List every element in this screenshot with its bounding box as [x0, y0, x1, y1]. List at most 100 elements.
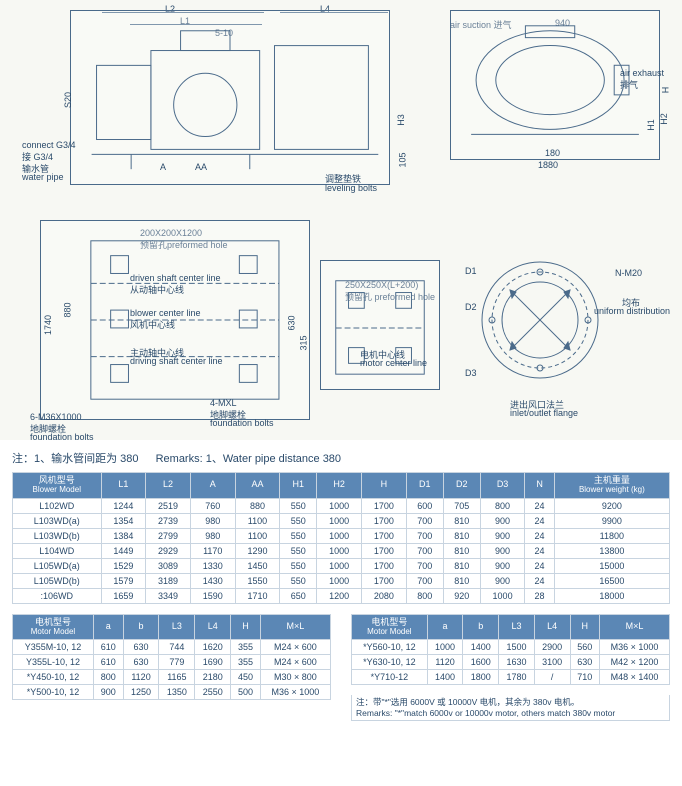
table-cell: 810: [443, 543, 480, 558]
table-cell: 1780: [499, 670, 535, 685]
table-cell: M36 × 1000: [260, 685, 330, 700]
blower-table: 风机型号Blower ModelL1L2AAAH1H2HD1D2D3N主机重量B…: [12, 472, 670, 604]
table-cell: 2929: [146, 543, 191, 558]
table-cell: 1710: [235, 588, 280, 603]
table-cell: 2180: [195, 670, 231, 685]
table-cell: 1000: [317, 573, 362, 588]
col-header: L2: [146, 473, 191, 499]
dim-1880: 1880: [538, 160, 558, 170]
table-cell: Y355M-10, 12: [13, 640, 94, 655]
table-cell: 810: [443, 573, 480, 588]
table-cell: 630: [123, 640, 159, 655]
table-cell: 2799: [146, 528, 191, 543]
table-cell: 810: [443, 513, 480, 528]
table-cell: 1384: [101, 528, 146, 543]
table-cell: 1290: [235, 543, 280, 558]
table-cell: 9900: [554, 513, 669, 528]
col-header: H: [231, 614, 261, 640]
table-cell: 744: [159, 640, 195, 655]
table-cell: 1000: [317, 498, 362, 513]
table-row: L105WD(a)1529308913301450550100017007008…: [13, 558, 670, 573]
table-cell: 1350: [159, 685, 195, 700]
table-row: L105WD(b)1579318914301550550100017007008…: [13, 573, 670, 588]
dim-S20: S20: [63, 92, 73, 108]
col-header: H: [570, 614, 600, 640]
table-cell: 3189: [146, 573, 191, 588]
motor-note: 注：带"*"选用 6000V 或 10000V 电机，其余为 380v 电机。 …: [351, 695, 670, 720]
table-cell: 1250: [123, 685, 159, 700]
table-cell: *Y560-10, 12: [352, 640, 428, 655]
table-cell: 1700: [362, 498, 407, 513]
table-cell: 355: [231, 640, 261, 655]
table-cell: 1700: [362, 513, 407, 528]
table-row: *Y560-10, 121000140015002900560M36 × 100…: [352, 640, 670, 655]
table-cell: 550: [280, 558, 317, 573]
table-cell: /: [534, 670, 570, 685]
table-cell: 1100: [235, 513, 280, 528]
table-cell: 1000: [480, 588, 525, 603]
table-cell: 11800: [554, 528, 669, 543]
table-cell: 1700: [362, 528, 407, 543]
table-cell: 920: [443, 588, 480, 603]
table-row: Y355M-10, 126106307441620355M24 × 600: [13, 640, 331, 655]
col-header: L3: [499, 614, 535, 640]
table-cell: 1000: [317, 513, 362, 528]
table-cell: 1800: [463, 670, 499, 685]
table-row: *Y500-10, 12900125013502550500M36 × 1000: [13, 685, 331, 700]
flange-view: [470, 250, 610, 390]
table-cell: 900: [480, 543, 525, 558]
col-header: D1: [406, 473, 443, 499]
col-header: L1: [101, 473, 146, 499]
diagram-area: L2 L1 L4 5-10 connect G3/4 接 G3/4 输水管 wa…: [0, 0, 682, 440]
motor-note-en: Remarks: "*"match 6000v or 10000v motor,…: [356, 708, 665, 718]
table-cell: 1165: [159, 670, 195, 685]
remarks: 注：1、输水管间距为 380 Remarks: 1、Water pipe dis…: [0, 440, 682, 472]
table-cell: L104WD: [13, 543, 102, 558]
table-cell: 1450: [235, 558, 280, 573]
dim-315: 315: [299, 335, 309, 350]
table-cell: 560: [570, 640, 600, 655]
lbl-waterpipe: water pipe: [22, 172, 64, 182]
table-cell: 980: [190, 528, 235, 543]
table-cell: 550: [280, 513, 317, 528]
table-cell: 550: [280, 498, 317, 513]
table-cell: 1170: [190, 543, 235, 558]
col-header: L3: [159, 614, 195, 640]
table-cell: 1630: [499, 655, 535, 670]
motor-table-right: 电机型号Motor ModelabL3L4HM×L *Y560-10, 1210…: [351, 614, 670, 686]
table-cell: 1100: [235, 528, 280, 543]
table-cell: 1700: [362, 558, 407, 573]
table-cell: M48 × 1400: [600, 670, 670, 685]
table-cell: 900: [93, 685, 123, 700]
lbl-mcl: motor center line: [360, 358, 427, 368]
col-header: 电机型号Motor Model: [13, 614, 94, 640]
table-row: L103WD(b)1384279998011005501000170070081…: [13, 528, 670, 543]
table-cell: 810: [443, 558, 480, 573]
table-cell: 24: [525, 558, 554, 573]
lbl-m4-en: foundation bolts: [210, 418, 274, 428]
table-row: *Y630-10, 121120160016303100630M42 × 120…: [352, 655, 670, 670]
table-cell: 900: [480, 528, 525, 543]
table-cell: 24: [525, 513, 554, 528]
table-cell: 18000: [554, 588, 669, 603]
table-cell: 600: [406, 498, 443, 513]
table-cell: 1000: [427, 640, 463, 655]
col-header: b: [463, 614, 499, 640]
table-cell: 500: [231, 685, 261, 700]
table-cell: 1690: [195, 655, 231, 670]
dim-630: 630: [287, 315, 297, 330]
col-header: A: [190, 473, 235, 499]
dim-H2b: H2: [659, 113, 669, 125]
col-header: H2: [317, 473, 362, 499]
table-cell: M42 × 1200: [600, 655, 670, 670]
lbl-nm20-en: uniform distribution: [594, 306, 670, 316]
table-cell: 1120: [427, 655, 463, 670]
lbl-level: leveling bolts: [325, 183, 377, 193]
table-cell: 2550: [195, 685, 231, 700]
table-cell: 700: [406, 543, 443, 558]
lbl-drscl: driving shaft center line: [130, 356, 223, 366]
table-row: *Y450-10, 12800112011652180450M30 × 800: [13, 670, 331, 685]
table-cell: *Y500-10, 12: [13, 685, 94, 700]
table-cell: 24: [525, 498, 554, 513]
lbl-airexhaust-cn: 排气: [620, 78, 638, 91]
